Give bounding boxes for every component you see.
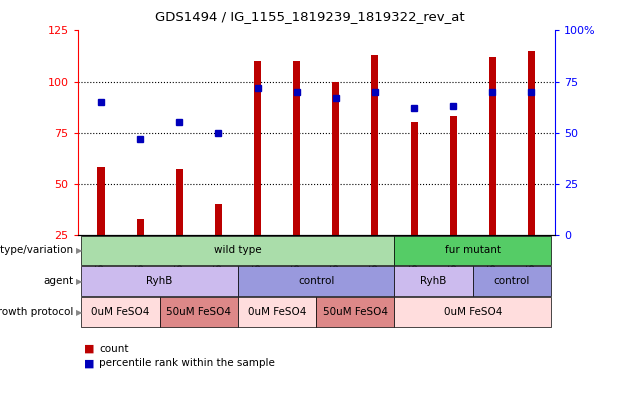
Text: genotype/variation: genotype/variation [0,245,74,256]
Text: wild type: wild type [214,245,262,256]
Bar [371,55,378,235]
Text: count: count [99,344,129,354]
Text: control: control [494,276,530,286]
Bar [410,122,417,235]
Text: 0uM FeSO4: 0uM FeSO4 [443,307,502,317]
Bar [528,51,535,235]
Bar [175,169,183,235]
Text: GDS1494 / IG_1155_1819239_1819322_rev_at: GDS1494 / IG_1155_1819239_1819322_rev_at [155,10,465,23]
Text: ▶: ▶ [76,277,82,286]
Text: 50uM FeSO4: 50uM FeSO4 [323,307,388,317]
Text: RyhB: RyhB [420,276,447,286]
Bar [254,61,261,235]
Bar [332,81,339,235]
Text: RyhB: RyhB [146,276,173,286]
Text: agent: agent [43,276,74,286]
Text: ■: ■ [84,344,94,354]
Text: ▶: ▶ [76,307,82,317]
Text: growth protocol: growth protocol [0,307,74,317]
Text: 0uM FeSO4: 0uM FeSO4 [248,307,306,317]
Bar [215,204,222,235]
Text: 0uM FeSO4: 0uM FeSO4 [91,307,150,317]
Bar [293,61,300,235]
Text: ■: ■ [84,358,94,368]
Text: control: control [298,276,334,286]
Bar [450,116,457,235]
Bar [97,167,105,235]
Bar [489,57,496,235]
Text: fur mutant: fur mutant [445,245,501,256]
Bar [136,219,144,235]
Text: ▶: ▶ [76,246,82,255]
Text: percentile rank within the sample: percentile rank within the sample [99,358,275,368]
Text: 50uM FeSO4: 50uM FeSO4 [166,307,231,317]
